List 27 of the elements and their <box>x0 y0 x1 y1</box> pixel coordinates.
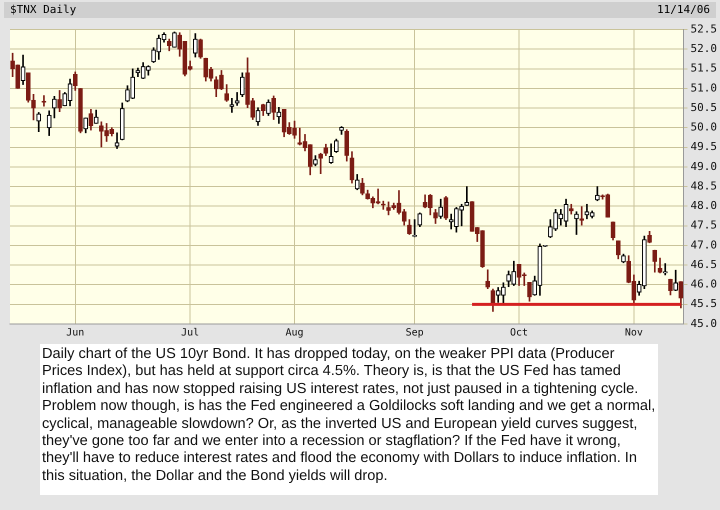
y-tick-label: 50.0 <box>690 120 718 134</box>
x-tick-label: Oct <box>510 328 528 339</box>
x-tick-label: Nov <box>624 328 643 339</box>
y-tick-label: 46.0 <box>690 278 718 291</box>
y-tick-label: 47.5 <box>690 218 718 232</box>
chart-title: $TNX Daily <box>10 2 76 18</box>
candlestick <box>114 132 120 149</box>
x-tick-label: Jun <box>66 328 84 339</box>
y-tick-label: 49.5 <box>690 140 718 154</box>
x-tick-label: Sep <box>406 328 424 339</box>
y-tick-label: 52.5 <box>690 22 718 36</box>
candlestick <box>574 211 579 235</box>
y-tick-label: 51.5 <box>690 62 718 75</box>
text: Daily chart of the US 10yr Bond. It has dropped today, on the weaker PPI data (Producer Prices Index), but has held at support circa 4.5%. Theory is, is that the US Fed has tamed inflation and has now stopped raising US interest rates, not just paused in a tightening cycle. Problem now though, is has the Fed engineered a Goldilocks soft landing and we get a normal, cyclical, manageable slowdown? Or, as the inverted US and European yield curves suggest, they've gone too far and we enter into a recession or stagflation? If the Fed have it wrong, they'll have to reduce interest rates and flood the economy with Dollars to induce inflation. In this situation, the Dollar and the Bond yields will drop. <box>40 344 658 496</box>
y-tick-label: 52.0 <box>690 42 718 56</box>
text: 11/14/06 <box>657 2 710 18</box>
y-tick-label: 48.5 <box>690 179 718 192</box>
y-tick-label: 50.5 <box>690 100 718 114</box>
y-tick-label: 48.0 <box>690 199 718 212</box>
y-tick-label: 47.0 <box>690 238 718 252</box>
y-tick-label: 51.0 <box>690 81 718 94</box>
x-tick-label: Aug <box>286 328 304 339</box>
y-tick-label: 45.5 <box>690 297 718 310</box>
y-tick-label: 45.0 <box>690 316 718 330</box>
y-tick-label: 49.0 <box>690 160 718 173</box>
y-tick-label: 46.5 <box>690 258 718 271</box>
x-tick-label: Jul <box>181 328 200 339</box>
